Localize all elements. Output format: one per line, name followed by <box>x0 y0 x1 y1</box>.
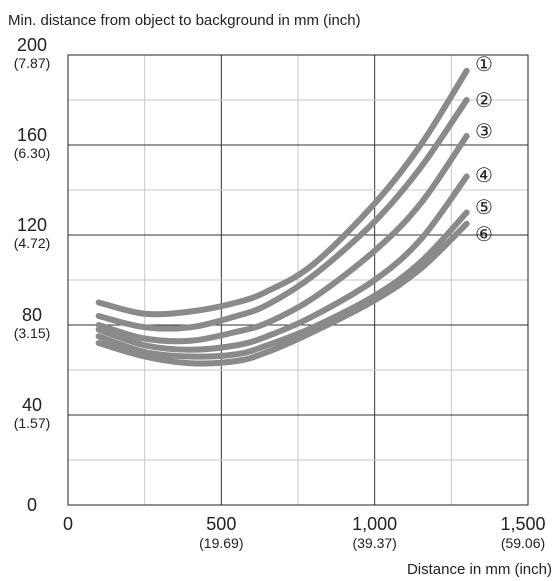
series-label-6: ⑥ <box>475 222 493 246</box>
y-tick-sublabel: (6.30) <box>14 145 51 161</box>
y-tick-sublabel: (3.15) <box>14 325 51 341</box>
series-label-5: ⑤ <box>475 195 493 219</box>
series-label-3: ③ <box>475 119 493 143</box>
series-labels: ① ② ③ ④ ⑤ ⑥ <box>475 52 493 246</box>
y-tick-sublabel: (7.87) <box>14 55 51 71</box>
x-tick-label: 1,000 <box>352 514 397 534</box>
x-tick-label: 500 <box>206 514 236 534</box>
plot-frame <box>67 54 529 506</box>
x-tick-label: 0 <box>63 514 73 534</box>
y-tick-sublabel: (4.72) <box>14 235 51 251</box>
series-lines <box>95 67 470 367</box>
y-tick-label: 120 <box>17 215 47 235</box>
series-line-2 <box>95 97 470 332</box>
series-line-1 <box>95 67 470 318</box>
x-tick-sublabel: (39.37) <box>352 535 396 551</box>
series-line-6 <box>95 220 470 367</box>
series-label-4: ④ <box>475 163 493 187</box>
series-line-5 <box>95 209 470 360</box>
grid-lines <box>68 55 528 505</box>
y-tick-label: 40 <box>22 395 42 415</box>
x-axis-title: Distance in mm (inch) <box>407 561 552 578</box>
series-line-3 <box>95 133 470 345</box>
y-tick-label: 200 <box>17 35 47 55</box>
x-tick-sublabel: (59.06) <box>501 535 545 551</box>
x-tick-label: 1,500 <box>500 514 545 534</box>
y-tick-label: 160 <box>17 125 47 145</box>
y-tick-label: 0 <box>27 495 37 515</box>
series-line-4 <box>95 173 470 353</box>
y-axis-title: Min. distance from object to background … <box>8 12 361 29</box>
axis-ticks: 0 40(1.57) 80(3.15) 120(4.72) 160(6.30) 200(7… <box>14 35 546 551</box>
y-tick-label: 80 <box>22 305 42 325</box>
y-tick-sublabel: (1.57) <box>14 415 51 431</box>
x-tick-sublabel: (19.69) <box>199 535 243 551</box>
series-label-2: ② <box>475 88 493 112</box>
series-label-1: ① <box>475 52 493 76</box>
